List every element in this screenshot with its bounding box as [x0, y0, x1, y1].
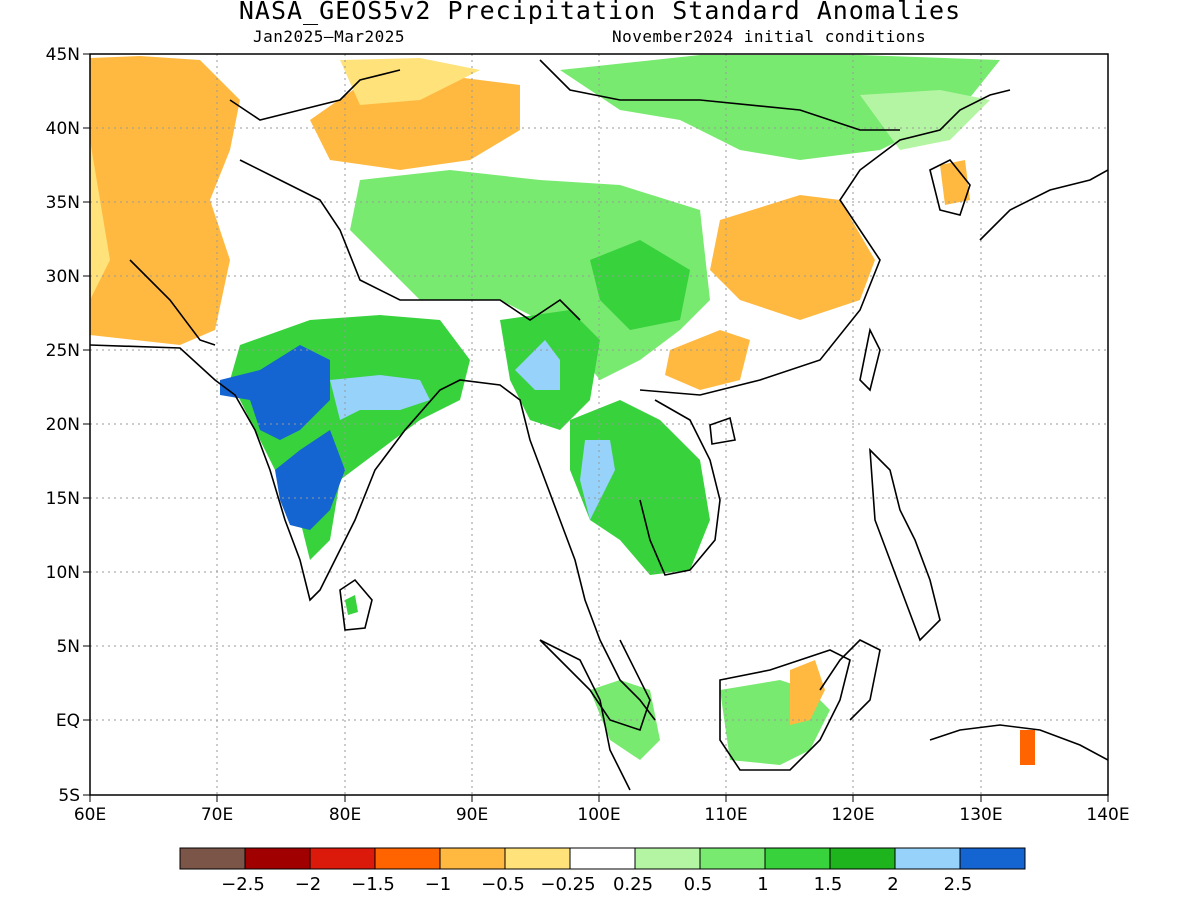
colorbar-swatch: [634, 847, 701, 870]
wet-region-sri-lanka: [345, 595, 358, 615]
lat-label: 5N: [56, 637, 80, 657]
colorbar-label: −1: [425, 874, 452, 895]
lon-label: 130E: [959, 805, 1002, 825]
map-title: NASA_GEOS5v2 Precipitation Standard Anom…: [238, 0, 962, 25]
lon-label: 100E: [577, 805, 620, 825]
dry-region-korea: [940, 160, 970, 205]
wet-region-central-china: [350, 170, 710, 380]
colorbar-swatch: [569, 847, 636, 870]
colorbar-swatch: [764, 847, 831, 870]
colorbar-swatch: [959, 847, 1026, 870]
lat-label: 25N: [46, 341, 80, 361]
mild-dry-region-north: [340, 58, 480, 105]
colorbar-label: −1.5: [351, 874, 395, 895]
lon-label: 80E: [329, 805, 361, 825]
colorbar-swatch: [829, 847, 896, 870]
anomaly-field: [90, 55, 1035, 765]
very-wet-region-indochina: [580, 440, 615, 520]
lat-label: EQ: [56, 711, 80, 731]
colorbar-swatch: [374, 847, 441, 870]
lat-label: 45N: [46, 45, 80, 65]
colorbar-swatch: [179, 847, 246, 870]
lat-label: 35N: [46, 193, 80, 213]
lon-label: 90E: [456, 805, 488, 825]
wet-region-central-china-core: [590, 240, 690, 330]
colorbar-labels: −2.5 −2 −1.5 −1 −0.5 −0.25 0.25 0.5 1 1.…: [221, 874, 972, 895]
lat-label: 15N: [46, 489, 80, 509]
colorbar-label: −2.5: [221, 874, 265, 895]
colorbar-label: 1.5: [814, 874, 843, 895]
dry-region-borneo: [790, 660, 825, 725]
lon-axis-labels: 60E 70E 80E 90E 100E 110E 120E 130E 140E: [74, 805, 1130, 825]
lat-label: 30N: [46, 267, 80, 287]
mild-dry-region-west: [90, 140, 110, 300]
forecast-period: Jan2025–Mar2025: [253, 27, 405, 46]
colorbar-swatch: [309, 847, 376, 870]
dry-region-east-china: [710, 195, 875, 320]
lat-label: 20N: [46, 415, 80, 435]
lon-label: 110E: [704, 805, 747, 825]
initial-conditions: November2024 initial conditions: [612, 27, 927, 46]
dry-region-south-china: [665, 330, 750, 390]
colorbar-label: −2: [295, 874, 322, 895]
colorbar-swatches: [179, 847, 1026, 870]
lon-label: 60E: [74, 805, 106, 825]
colorbar-swatch: [439, 847, 506, 870]
colorbar-label: −0.5: [481, 874, 525, 895]
colorbar: −2.5 −2 −1.5 −1 −0.5 −0.25 0.25 0.5 1 1.…: [179, 847, 1026, 895]
lat-label: 10N: [46, 563, 80, 583]
colorbar-swatch: [699, 847, 766, 870]
lon-label: 120E: [831, 805, 874, 825]
grid-lines: [90, 54, 1108, 795]
colorbar-label: 1: [757, 874, 768, 895]
light-wet-region-north: [860, 90, 990, 150]
wet-region-india: [230, 315, 470, 560]
colorbar-swatch: [504, 847, 571, 870]
very-wet-region-india: [220, 345, 330, 440]
colorbar-label: −0.25: [540, 874, 595, 895]
dry-region-new-guinea: [1020, 730, 1035, 765]
colorbar-label: 0.25: [613, 874, 653, 895]
colorbar-label: 2.5: [944, 874, 973, 895]
very-wet-region-india-south: [275, 430, 345, 530]
colorbar-swatch: [244, 847, 311, 870]
colorbar-label: 0.5: [684, 874, 713, 895]
lat-axis-labels: 45N 40N 35N 30N 25N 20N 15N 10N 5N EQ 5S: [46, 45, 80, 806]
colorbar-label: 2: [887, 874, 898, 895]
very-wet-region-myanmar: [515, 340, 560, 390]
lat-label: 5S: [58, 786, 80, 806]
wet-region-india-light-blue: [330, 375, 430, 420]
lat-label: 40N: [46, 119, 80, 139]
tick-marks: [83, 53, 1109, 802]
lon-label: 140E: [1086, 805, 1129, 825]
coastlines: [90, 59, 1108, 791]
lon-label: 70E: [201, 805, 233, 825]
colorbar-swatch: [894, 847, 961, 870]
